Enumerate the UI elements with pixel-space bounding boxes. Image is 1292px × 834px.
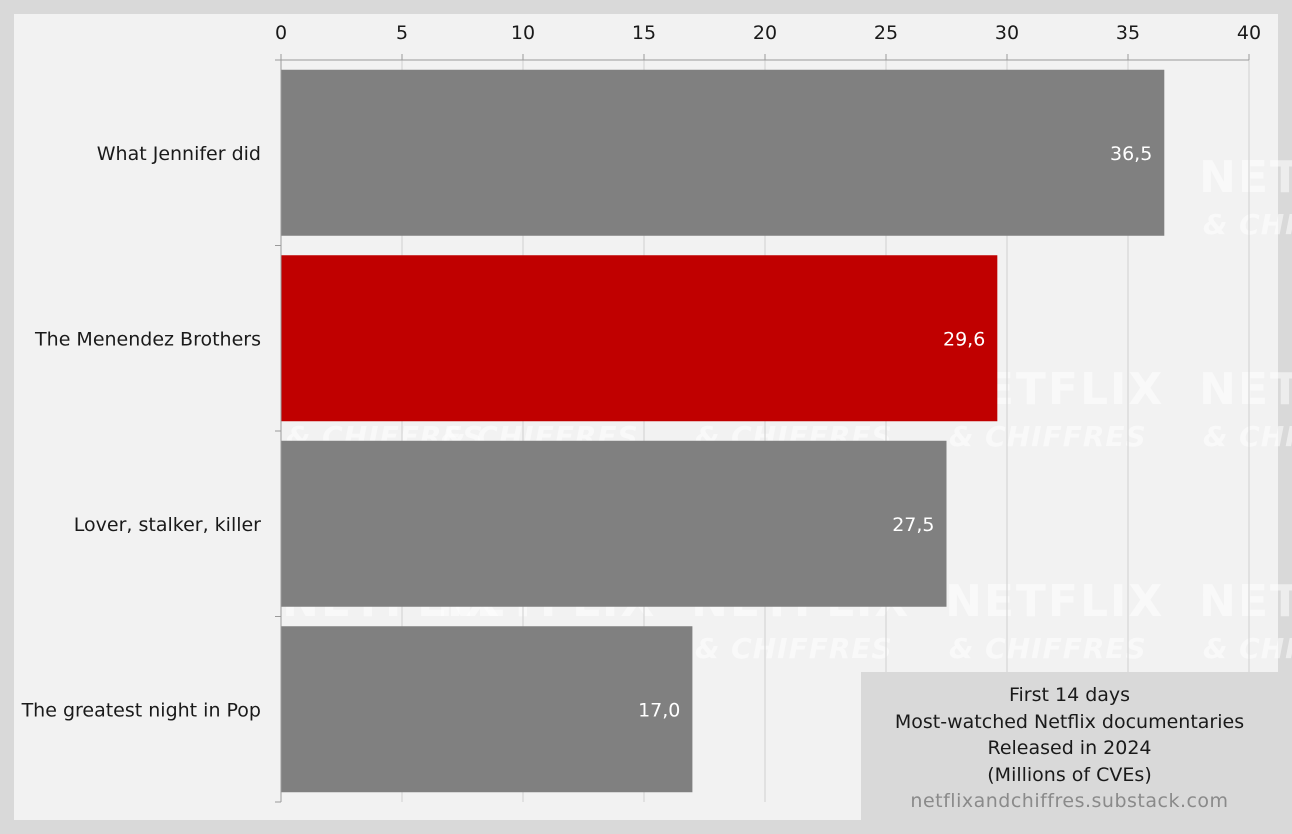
watermark-chiffres-8: & CHIFFRES [949, 420, 1147, 453]
x-tick-label-40: 40 [1237, 22, 1261, 44]
watermark-chiffres-12: & CHIFFRES [695, 632, 893, 665]
watermark-netflix-4: NETFLIX [1199, 152, 1292, 203]
bar-0 [281, 69, 1165, 236]
x-tick-label-5: 5 [396, 22, 408, 44]
watermark-netflix-14: NETFLIX [1199, 576, 1292, 627]
watermark-chiffres-9: & CHIFFRES [1203, 420, 1292, 453]
bar-2 [281, 440, 947, 607]
x-tick-label-20: 20 [753, 22, 777, 44]
category-labels: What Jennifer did The Menendez Brothers Lo… [21, 143, 262, 722]
source-link[interactable]: netflixandchiffres.substack.com [910, 790, 1229, 812]
info-line-3: Released in 2024 [987, 737, 1152, 759]
x-tick-label-10: 10 [511, 22, 535, 44]
watermark-chiffres-14: & CHIFFRES [1203, 632, 1292, 665]
info-line-1: First 14 days [1008, 684, 1131, 706]
info-line-4: (Millions of CVEs) [987, 763, 1152, 786]
x-axis-ticks: 0 5 10 15 20 25 30 35 40 [275, 22, 1261, 803]
x-tick-label-30: 30 [995, 22, 1019, 44]
x-tick-label-15: 15 [632, 22, 656, 44]
category-label-0: What Jennifer did [97, 143, 261, 165]
value-label-3: 17,0 [638, 699, 680, 721]
x-tick-label-35: 35 [1116, 22, 1140, 44]
value-label-0: 36,5 [1110, 143, 1152, 165]
bar-1 [281, 255, 998, 422]
category-label-1: The Menendez Brothers [34, 328, 261, 350]
info-line-2: Most-watched Netflix documentaries [894, 710, 1245, 733]
watermark-chiffres-13: & CHIFFRES [949, 632, 1147, 665]
info-box: First 14 days Most-watched Netflix docum… [861, 672, 1278, 820]
x-tick-label-25: 25 [874, 22, 898, 44]
value-label-1: 29,6 [943, 328, 985, 350]
bars [281, 69, 1165, 793]
category-label-3: The greatest night in Pop [21, 699, 261, 721]
category-label-2: Lover, stalker, killer [74, 514, 261, 536]
x-tick-label-0: 0 [275, 22, 287, 44]
watermark-chiffres-4: & CHIFFRES [1203, 208, 1292, 241]
watermark-netflix-13: NETFLIX [945, 576, 1164, 627]
watermark-netflix-9: NETFLIX [1199, 364, 1292, 415]
value-labels: 36,5 29,6 27,5 17,0 [638, 143, 1152, 722]
bar-3 [281, 626, 693, 793]
value-label-2: 27,5 [892, 514, 934, 536]
